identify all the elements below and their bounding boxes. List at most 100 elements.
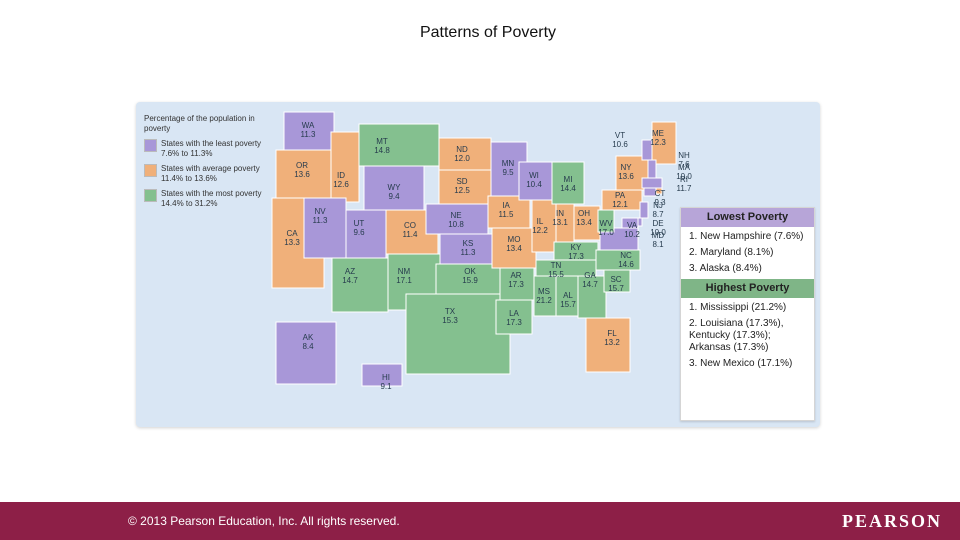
state-abbr-label: WV <box>600 219 614 228</box>
state-abbr-label: VT <box>615 131 625 140</box>
state-abbr-label: KS <box>463 239 474 248</box>
state-poverty-value: 8.7 <box>652 210 664 219</box>
state-poverty-value: 11.3 <box>461 248 477 257</box>
state-ny <box>615 155 653 191</box>
state-abbr-label: PA <box>615 191 626 200</box>
state-wi <box>518 161 554 201</box>
state-poverty-value: 9.4 <box>388 192 400 201</box>
state-poverty-value: 9.6 <box>353 228 365 237</box>
state-il <box>531 199 557 253</box>
state-poverty-value: 12.2 <box>532 226 548 235</box>
state-nd <box>438 137 492 171</box>
state-poverty-value: 8.4 <box>302 342 314 351</box>
state-va <box>599 227 639 251</box>
state-abbr-label: CO <box>404 221 416 230</box>
state-poverty-value: 17.1 <box>396 276 412 285</box>
state-abbr-label: SC <box>610 275 621 284</box>
state-abbr-label: SD <box>456 177 467 186</box>
state-poverty-value: 10.4 <box>526 180 542 189</box>
state-wa <box>283 111 335 151</box>
pearson-logo: PEARSON <box>841 511 942 531</box>
state-oh <box>573 205 601 241</box>
copyright-text: © 2013 Pearson Education, Inc. All right… <box>128 514 400 528</box>
lowest-item: 1. New Hampshire (7.6%) <box>689 231 804 242</box>
state-ma <box>641 177 663 189</box>
state-abbr-label: CT <box>655 189 666 198</box>
highest-item: 2. Louisiana (17.3%), Kentucky (17.3%); … <box>689 318 784 353</box>
state-abbr-label: WY <box>388 183 402 192</box>
state-poverty-value: 12.3 <box>650 138 666 147</box>
state-poverty-value: 10.8 <box>448 220 464 229</box>
state-abbr-label: GA <box>584 271 596 280</box>
state-fl <box>585 317 631 373</box>
state-poverty-value: 10.2 <box>624 230 640 239</box>
state-poverty-value: 15.7 <box>608 284 624 293</box>
state-abbr-label: NC <box>620 251 632 260</box>
state-poverty-value: 17.3 <box>506 318 522 327</box>
state-abbr-label: NE <box>450 211 461 220</box>
state-poverty-value: 9.1 <box>380 382 392 391</box>
legend-swatch <box>144 189 157 202</box>
state-poverty-value: 10.0 <box>650 228 666 237</box>
state-poverty-value: 15.7 <box>560 300 576 309</box>
state-poverty-value: 10.0 <box>676 172 692 181</box>
state-abbr-label: IN <box>556 209 564 218</box>
state-ga <box>577 275 607 319</box>
state-abbr-label: MD <box>652 231 665 240</box>
state-abbr-label: NM <box>398 267 411 276</box>
footer-bar: © 2013 Pearson Education, Inc. All right… <box>0 502 960 540</box>
state-poverty-value: 13.3 <box>284 238 300 247</box>
state-abbr-label: AZ <box>345 267 355 276</box>
state-abbr-label: DE <box>652 219 663 228</box>
state-poverty-value: 7.6 <box>678 160 690 169</box>
state-abbr-label: MT <box>376 137 388 146</box>
state-ok <box>435 263 509 295</box>
state-abbr-label: NH <box>678 151 690 160</box>
state-abbr-label: CA <box>286 229 298 238</box>
legend-label: States with average poverty 11.4% to 13.… <box>161 164 260 183</box>
state-poverty-value: 17.3 <box>508 280 524 289</box>
state-poverty-value: 12.0 <box>454 154 470 163</box>
state-poverty-value: 10.6 <box>612 140 628 149</box>
highest-item: 3. New Mexico (17.1%) <box>689 358 793 369</box>
state-nh <box>647 159 657 179</box>
state-md <box>621 217 639 229</box>
state-abbr-label: OR <box>296 161 308 170</box>
state-abbr-label: AL <box>563 291 573 300</box>
legend-swatch <box>144 139 157 152</box>
state-abbr-label: LA <box>509 309 519 318</box>
legend-item-average: States with average poverty 11.4% to 13.… <box>144 164 274 184</box>
state-poverty-value: 12.6 <box>333 180 349 189</box>
state-abbr-label: NJ <box>653 201 663 210</box>
state-abbr-label: MI <box>564 175 573 184</box>
state-mt <box>358 123 440 167</box>
legend-item-least: States with the least poverty 7.6% to 11… <box>144 139 274 159</box>
state-poverty-value: 14.4 <box>560 184 576 193</box>
state-nj <box>639 201 649 219</box>
state-mi <box>551 161 585 205</box>
state-poverty-value: 8.1 <box>652 240 664 249</box>
state-poverty-value: 11.4 <box>403 230 419 239</box>
state-poverty-value: 17.3 <box>568 252 584 261</box>
state-nv <box>303 197 347 259</box>
legend-label: States with the least poverty 7.6% to 11… <box>161 139 262 158</box>
state-poverty-value: 13.6 <box>294 170 310 179</box>
legend-title: Percentage of the population in poverty <box>144 114 255 133</box>
state-poverty-value: 11.7 <box>677 184 693 193</box>
state-poverty-value: 21.2 <box>536 296 552 305</box>
poverty-map: WA 11.3 OR 13.6 CA 13.3 ID 12.6 NV 11.3 MT 14.8 WY 9.… <box>136 102 820 427</box>
state-poverty-value: 14.7 <box>342 276 358 285</box>
state-poverty-value: 13.6 <box>618 172 634 181</box>
state-poverty-value: 9.5 <box>502 168 514 177</box>
state-poverty-value: 17.0 <box>598 228 614 237</box>
map-legend: Percentage of the population in poverty … <box>144 114 274 214</box>
state-az <box>331 257 389 313</box>
state-poverty-value: 14.7 <box>582 280 598 289</box>
state-poverty-value: 13.4 <box>506 244 522 253</box>
legend-item-most: States with the most poverty 14.4% to 31… <box>144 189 274 209</box>
state-abbr-label: ID <box>337 171 345 180</box>
state-ne <box>425 203 489 235</box>
state-poverty-value: 15.9 <box>462 276 478 285</box>
state-abbr-label: TX <box>445 307 456 316</box>
state-id <box>330 131 360 203</box>
